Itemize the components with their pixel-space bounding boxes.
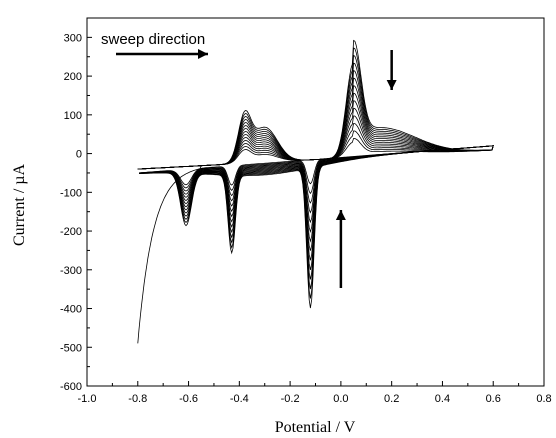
- y-tick-label: -200: [60, 226, 82, 238]
- decreasing-anodic-arrow: [386, 50, 397, 90]
- y-tick-label: -100: [60, 187, 82, 199]
- x-tick-label: 0.8: [536, 393, 551, 405]
- decreasing-cathodic-arrow: [335, 210, 346, 288]
- x-tick-label: -0.2: [281, 393, 300, 405]
- y-tick-label: 300: [64, 32, 82, 44]
- y-tick-label: 200: [64, 71, 82, 83]
- x-tick-label: 0.4: [435, 393, 450, 405]
- cv-curves: [137, 39, 494, 344]
- sweep-direction-label: sweep direction: [101, 31, 205, 48]
- y-tick-label: -300: [60, 265, 82, 277]
- x-tick-label: -0.8: [128, 393, 147, 405]
- x-axis-ticks: -1.0 -0.8 -0.6 -0.4 -0.2 0.0 0.2 0.4 0.6 0.8: [78, 381, 552, 405]
- x-tick-label: 0.6: [486, 393, 501, 405]
- y-tick-label: -600: [60, 381, 82, 393]
- sweep-direction-arrow: [116, 49, 208, 59]
- x-tick-label: 0.2: [384, 393, 399, 405]
- y-tick-label: 100: [64, 110, 82, 122]
- x-tick-label: -0.4: [230, 393, 249, 405]
- x-tick-label: 0.0: [333, 393, 348, 405]
- y-axis-title: Current / µA: [11, 164, 28, 247]
- y-axis-ticks: -600 -500 -400 -300 -200 -100 0 100 200 300: [60, 32, 92, 393]
- annotations: sweep direction: [101, 31, 397, 288]
- x-tick-label: -1.0: [78, 393, 97, 405]
- y-tick-label: 0: [76, 149, 82, 161]
- cv-cycle-14: [137, 137, 494, 186]
- x-axis-title: Potential / V: [275, 419, 356, 436]
- x-tick-label: -0.6: [179, 393, 198, 405]
- y-tick-label: -400: [60, 304, 82, 316]
- cv-cycle-5: [137, 69, 494, 270]
- y-tick-label: -500: [60, 342, 82, 354]
